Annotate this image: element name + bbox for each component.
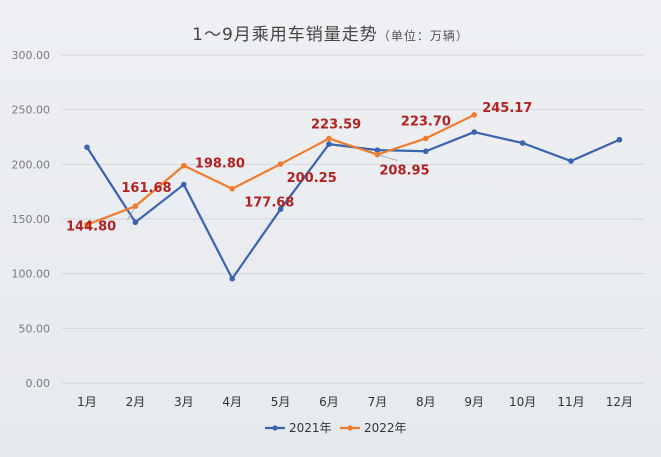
x-tick-label: 11月	[557, 395, 584, 409]
data-point	[277, 161, 284, 167]
y-tick-label: 250.00	[12, 104, 51, 117]
y-tick-label: 200.00	[12, 158, 51, 171]
data-point	[326, 135, 332, 142]
data-label: 245.17	[482, 101, 532, 116]
data-point	[132, 219, 139, 226]
data-point	[229, 275, 235, 282]
data-point	[277, 206, 284, 212]
data-point	[471, 129, 478, 135]
legend-marker-1	[347, 425, 353, 431]
x-tick-label: 4月	[222, 395, 242, 409]
data-label: 223.59	[311, 118, 361, 133]
data-label: 223.70	[401, 114, 451, 129]
data-point	[616, 136, 623, 143]
data-point	[568, 158, 574, 164]
data-point	[471, 112, 478, 118]
x-tick-label: 9月	[464, 395, 484, 409]
chart-title-main: 1～9月乘用车销量走势	[192, 25, 378, 45]
y-tick-label: 0.00	[26, 377, 51, 390]
x-tick-label: 10月	[509, 395, 536, 409]
data-point	[374, 147, 381, 153]
legend-label-1: 2022年	[364, 421, 407, 435]
data-label: 144.80	[66, 220, 116, 235]
x-tick-label: 5月	[271, 395, 291, 409]
data-label: 177.68	[244, 196, 294, 211]
x-tick-label: 1月	[77, 395, 97, 409]
data-point	[84, 221, 90, 228]
data-point	[326, 141, 332, 147]
chart-title-unit: （单位：万辆）	[377, 29, 469, 43]
x-tick-label: 3月	[174, 395, 194, 409]
x-tick-label: 7月	[368, 395, 388, 409]
y-tick-label: 150.00	[12, 213, 51, 226]
data-point	[423, 135, 429, 142]
x-tick-label: 6月	[319, 395, 339, 409]
data-point	[181, 162, 187, 169]
data-point	[84, 144, 90, 151]
data-point	[423, 148, 429, 155]
data-point	[181, 181, 187, 188]
chart-title: 1～9月乘用车销量走势（单位：万辆）	[0, 20, 661, 45]
data-point	[519, 140, 526, 146]
legend-marker-0	[272, 425, 278, 431]
data-point	[229, 185, 235, 192]
x-tick-label: 2月	[126, 395, 146, 409]
y-tick-label: 300.00	[12, 49, 51, 62]
data-label: 198.80	[195, 157, 245, 172]
y-tick-label: 50.00	[19, 322, 51, 335]
x-tick-label: 12月	[606, 395, 633, 409]
x-tick-label: 8月	[416, 395, 436, 409]
data-label: 200.25	[287, 171, 337, 186]
leader-line	[127, 206, 136, 221]
y-tick-label: 100.00	[12, 268, 51, 281]
series-line-0	[86, 130, 620, 280]
data-label: 208.95	[379, 164, 429, 179]
legend-label-0: 2021年	[289, 421, 332, 435]
leader-line	[377, 154, 398, 161]
data-label: 161.68	[121, 181, 171, 196]
